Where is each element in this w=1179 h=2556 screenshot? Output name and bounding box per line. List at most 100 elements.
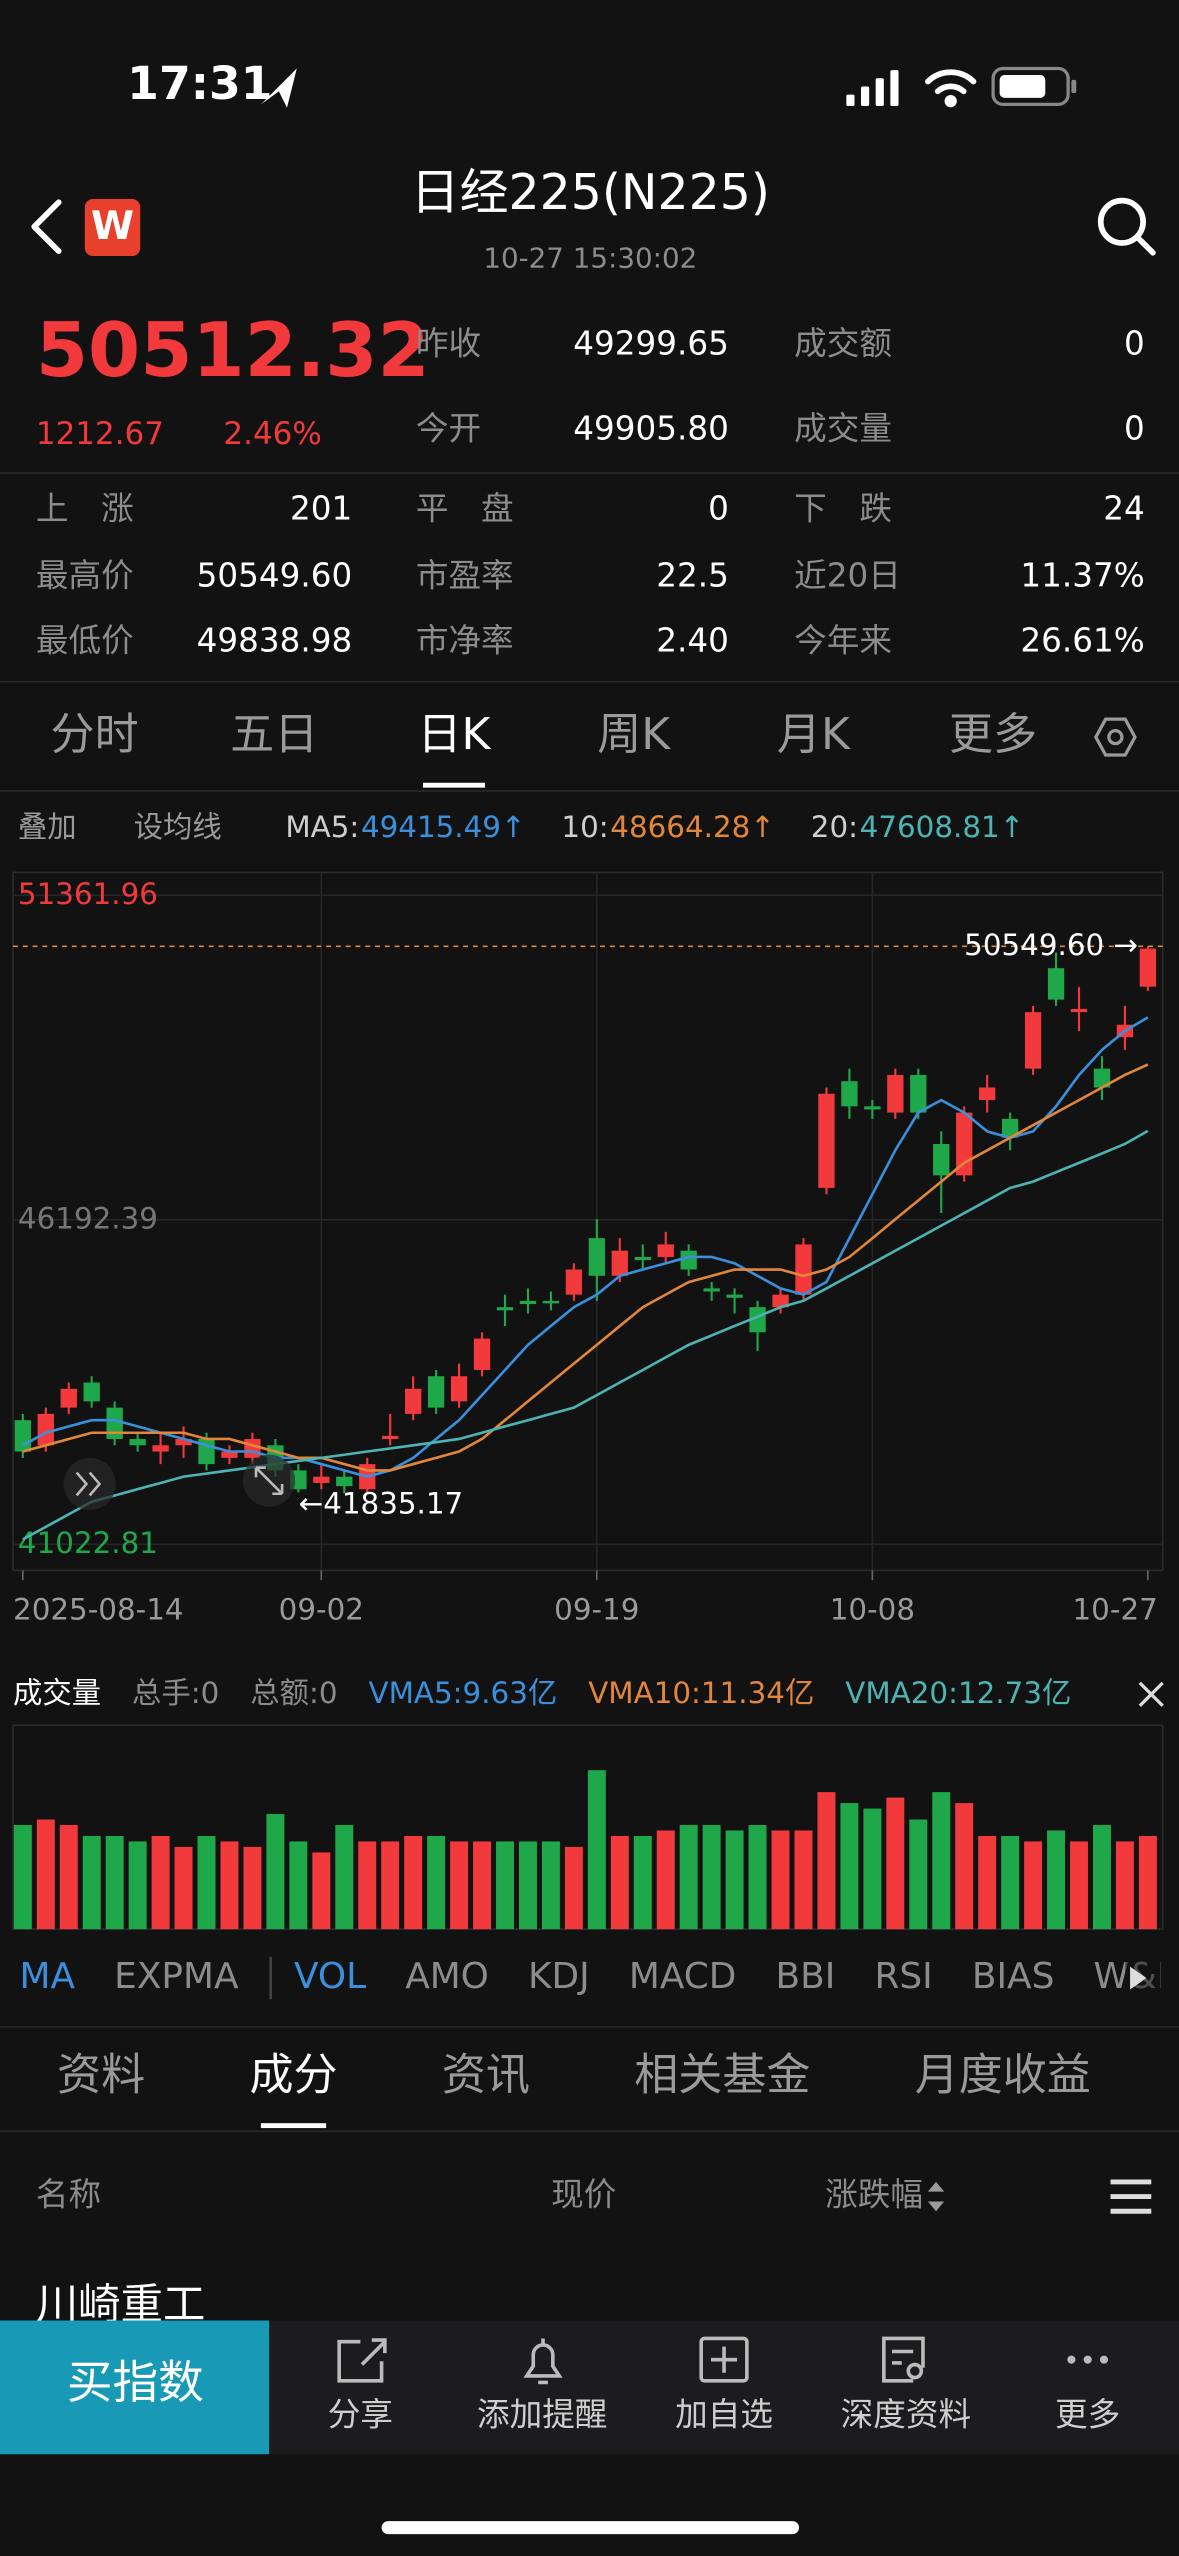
indicator-tab[interactable]: MA [20,1956,76,1997]
indicator-tab[interactable]: BBI [776,1956,836,1997]
search-button[interactable] [1097,197,1156,256]
period-tab[interactable]: 月K [777,709,851,760]
volume-bar [243,1846,262,1930]
candle-body [749,1307,766,1333]
stat-value: 0 [1124,410,1145,448]
indicator-tab[interactable]: BIAS [972,1956,1054,1997]
volume-bar [1001,1835,1020,1930]
legend-label: 10: [561,810,608,844]
table-cell[interactable]: 川崎重工 [36,2280,206,2329]
period-tab[interactable]: 更多 [949,709,1037,760]
indicator-tab[interactable]: RSI [874,1956,932,1997]
candle-body [1047,968,1065,1000]
home-indicator [381,2521,800,2535]
candle-body [221,1451,238,1458]
candle-body [519,1300,537,1305]
back-button[interactable] [31,199,62,254]
volume-bar [1092,1825,1111,1930]
scroll-hint [63,1457,116,1511]
candle-body [244,1439,261,1458]
buy-button[interactable] [0,2320,270,2455]
candle-body [588,1238,605,1276]
volume-bar [610,1835,629,1930]
volume-bar [450,1841,469,1930]
overlay-button[interactable]: 设均线 [134,810,222,844]
sort-icon [927,2181,945,2212]
volume-bar [564,1846,583,1930]
volume-bar [518,1841,537,1930]
stat-label: 成交量 [794,410,892,448]
candle-body [933,1143,950,1176]
indicator-tab[interactable]: VOL [294,1956,366,1997]
volume-bar [1024,1841,1043,1930]
price: 50512.32 [36,306,430,394]
legend-label: 20: [811,810,858,844]
stat-value: 24 [1103,489,1145,527]
candle-body [473,1338,491,1370]
bottom-item[interactable]: 更多 [1055,2396,1120,2434]
settings-button[interactable] [1093,717,1137,757]
tab-underline [423,782,485,788]
stat-label: 最低价 [36,622,134,660]
volume-bar [748,1825,767,1930]
volume-bar [266,1814,285,1930]
overlay-button[interactable]: 叠加 [18,810,77,844]
volume-bar [771,1830,790,1930]
indicator-tab[interactable]: MACD [629,1956,737,1997]
period-tab[interactable]: 日K [418,709,492,760]
bottom-item[interactable]: 添加提醒 [477,2396,607,2434]
candle-body [703,1288,720,1292]
plot [14,946,1157,1541]
stat-label: 近20日 [794,556,901,594]
vma-value: 11.34亿 [701,1676,814,1710]
volume-bar [817,1792,836,1930]
stat-label: 市净率 [416,622,514,660]
volume-bar [220,1841,239,1930]
legend-value: 47608.81↑ [860,810,1025,844]
candle-body [1001,1118,1019,1138]
buy-button-label[interactable]: 买指数 [67,2356,204,2409]
separators [0,472,1179,2133]
volume-bar [886,1797,905,1930]
period-tab[interactable]: 周K [597,709,671,760]
candle-body [83,1382,100,1402]
section-tab[interactable]: 相关基金 [634,2050,810,2101]
legend-value: 48664.28↑ [610,810,775,844]
volume-bar [381,1841,400,1930]
volume-bar [197,1835,216,1930]
page-title: 日经225(N225) [411,164,770,221]
candle-body [129,1439,146,1446]
candle-body [726,1294,743,1298]
volume-bar [679,1825,698,1930]
stat-label: 成交额 [794,325,892,363]
low-label: ←41835.17 [299,1487,464,1521]
table-body: 川崎重工 [36,2280,206,2329]
candle-body [979,1087,996,1101]
bottom-item[interactable]: 分享 [328,2396,393,2434]
section-tab[interactable]: 月度收益 [915,2050,1091,2101]
period-tab[interactable]: 五日 [230,709,318,760]
close-volume[interactable] [1138,1681,1164,1707]
section-tab[interactable]: 成分 [249,2050,337,2101]
candle-body [680,1250,697,1270]
bottom-item[interactable]: 深度资料 [841,2396,971,2434]
bottom-item[interactable]: 加自选 [675,2396,773,2434]
indicator-tab[interactable]: KDJ [528,1956,590,1997]
section-tab[interactable]: 资讯 [442,2050,530,2101]
period-tab[interactable]: 分时 [51,709,139,760]
signal-icon [846,70,899,107]
stat-value: 201 [290,489,352,527]
menu-button[interactable] [1110,2179,1152,2214]
stat-value: 2.40 [656,622,729,660]
volume-bar [1138,1835,1157,1930]
indicator-tab[interactable]: AMO [405,1956,489,1997]
section-tab[interactable]: 资料 [57,2050,145,2101]
legend-value: 49415.49↑ [361,810,526,844]
price-change-pct: 2.46% [223,416,321,452]
volume-bar [702,1825,721,1930]
indicator-tab[interactable]: EXPMA [114,1956,239,1997]
volume-bar [633,1835,652,1930]
volume-bar [496,1841,514,1930]
